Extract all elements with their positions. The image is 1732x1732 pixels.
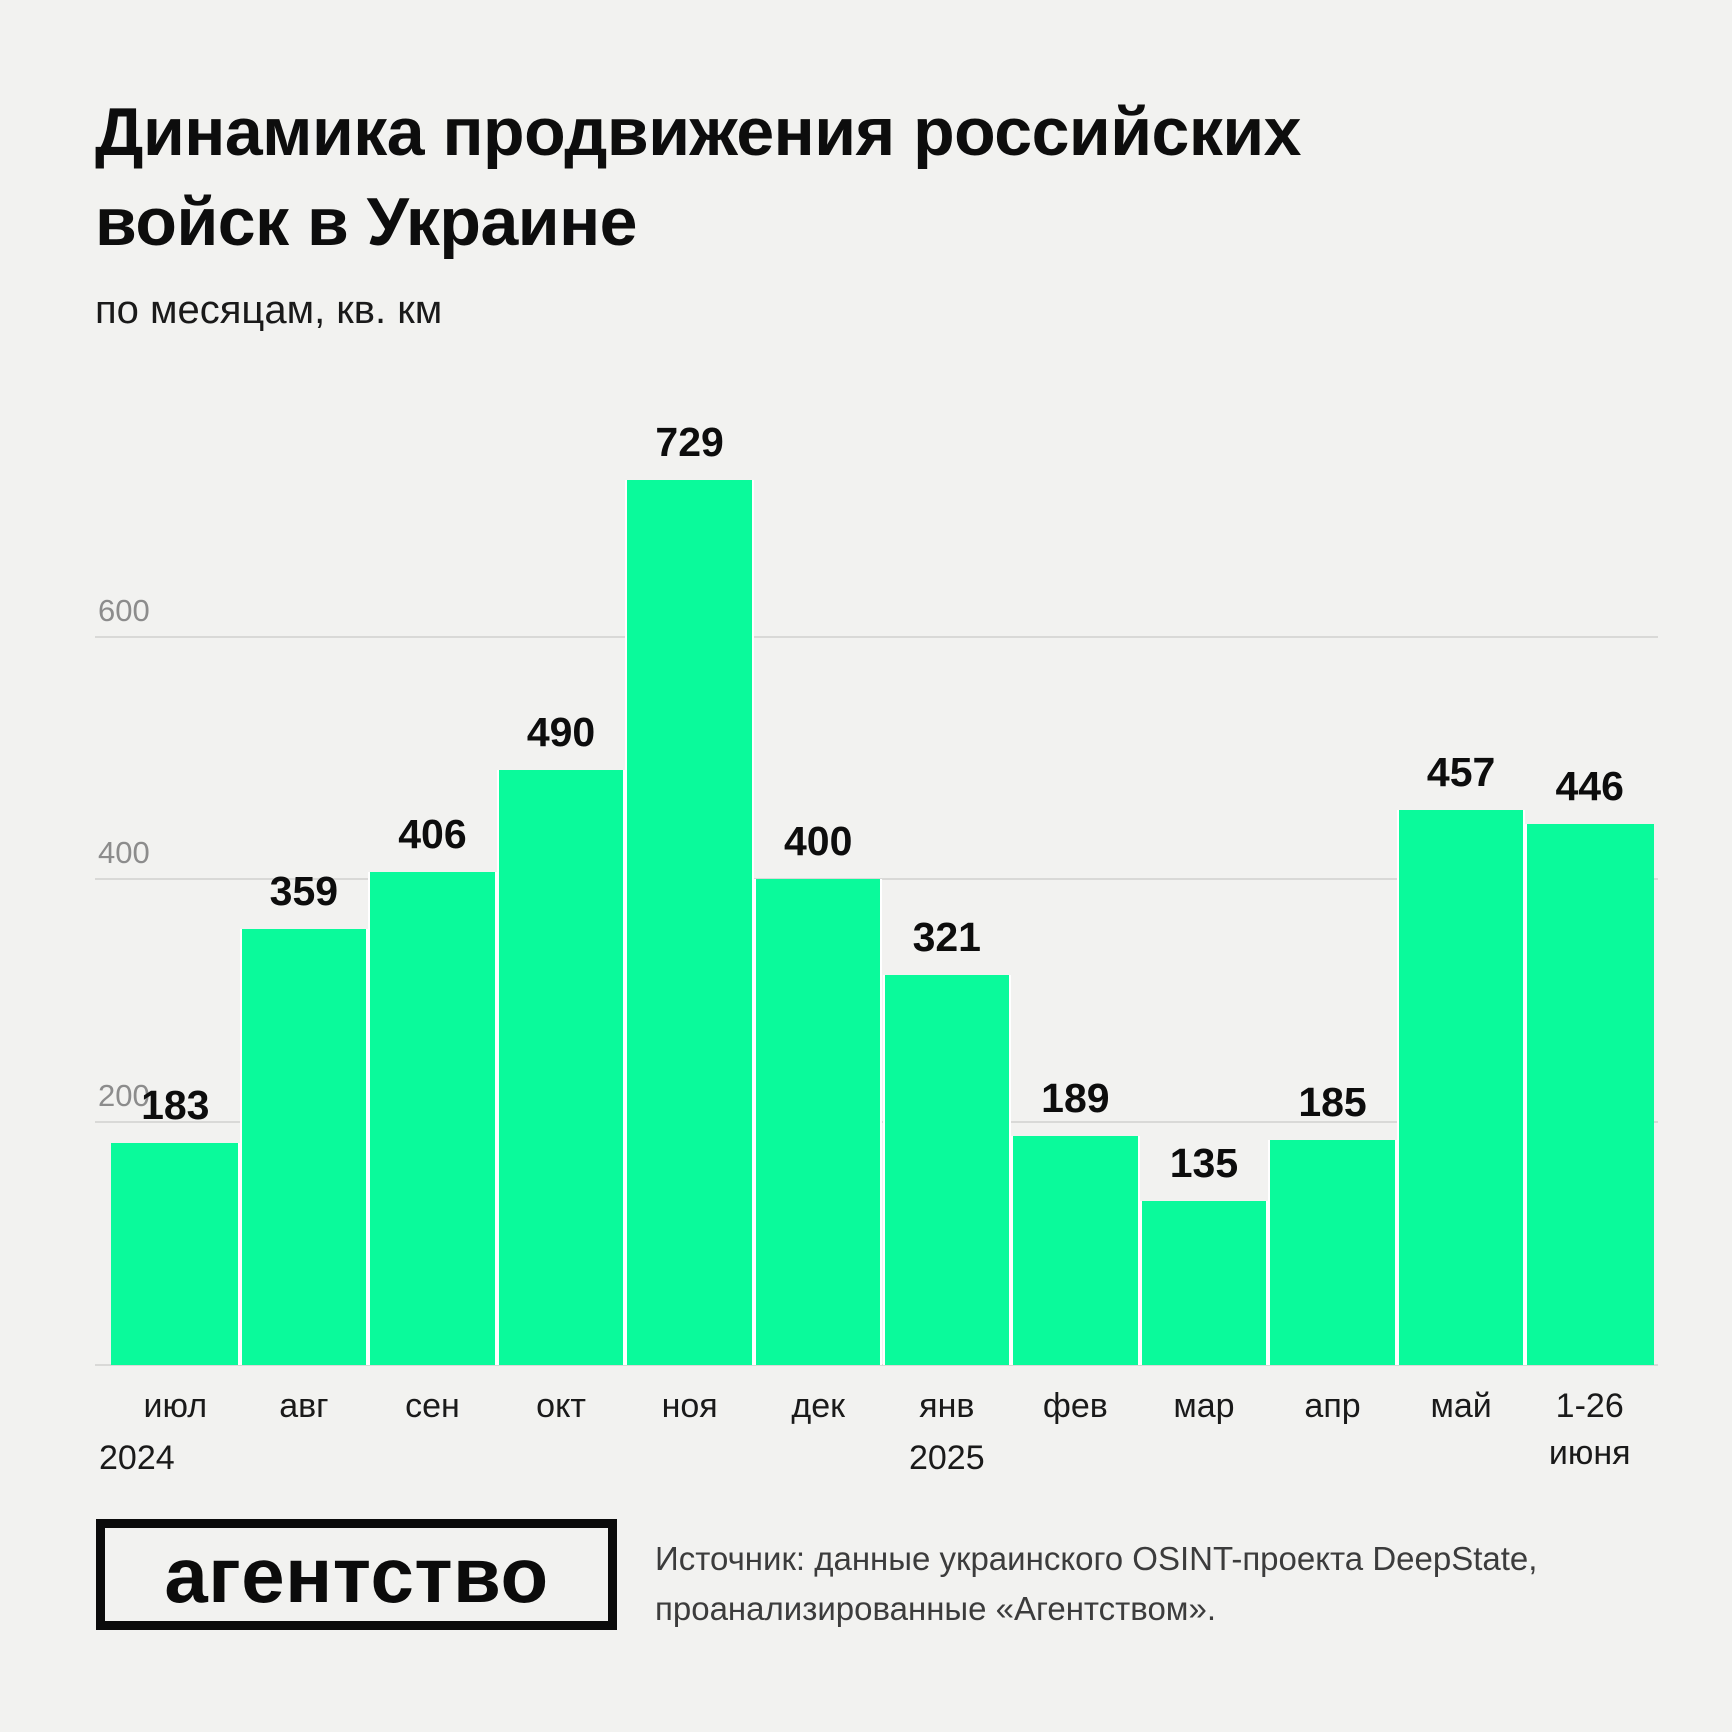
bars-area: 183 июл 359 авг 406 сен 490 окт 729 ноя 400 дек 321 я… [99, 419, 1654, 1477]
chart-subtitle: по месяцам, кв. км [95, 288, 443, 332]
x-axis-label: фев [1042, 1387, 1108, 1425]
bar-апр [1268, 1140, 1397, 1365]
bar-value-label: 446 [1555, 763, 1624, 809]
bar-value-label: 457 [1426, 749, 1496, 795]
bar-авг [239, 929, 369, 1365]
bar-value-label: 406 [398, 811, 467, 857]
bar-chart-plot: 200 400 600 183 июл 359 авг 406 сен 490 окт 729 ноя… [95, 419, 1658, 1477]
bar-янв [882, 975, 1012, 1365]
y-tick-label-200: 200 [98, 1078, 150, 1113]
bar-value-label: 490 [526, 709, 596, 755]
year-label-2025: 2025 [908, 1439, 985, 1477]
logo-text: агентство [164, 1530, 549, 1619]
source-line-2: проанализированные «Агентством». [655, 1590, 1216, 1628]
x-axis-label: янв [919, 1387, 975, 1425]
y-tick-label-600: 600 [98, 593, 150, 628]
x-axis-label: апр [1304, 1387, 1361, 1425]
x-axis-label: авг [279, 1387, 329, 1425]
bar-value-label: 729 [655, 419, 724, 465]
bar-value-label: 359 [269, 868, 339, 914]
x-axis-label: май [1430, 1387, 1492, 1425]
x-axis-label: мар [1173, 1387, 1235, 1425]
x-axis-label: 1-26 июня [1548, 1387, 1631, 1472]
gridline-600 [95, 636, 1658, 638]
x-axis-label: июл [143, 1387, 208, 1425]
x-axis-label: сен [405, 1387, 460, 1425]
x-axis-label: ноя [661, 1387, 718, 1425]
bar-value-label: 400 [783, 818, 853, 864]
gridline-0 [95, 1364, 1658, 1366]
bar-ноя [625, 480, 754, 1365]
bar-июл [111, 1143, 240, 1365]
agentstvo-logo: агентство [96, 1519, 617, 1630]
bar-value-label: 321 [912, 914, 981, 960]
bar-value-label: 185 [1298, 1079, 1367, 1125]
bar-value-label: 189 [1041, 1075, 1110, 1121]
bar-окт [496, 770, 626, 1365]
bar-value-label: 135 [1169, 1140, 1239, 1186]
y-tick-label-400: 400 [98, 835, 150, 870]
x-axis-label: дек [791, 1387, 846, 1425]
bar-сен [368, 872, 497, 1365]
x-axis-label: окт [536, 1387, 586, 1425]
bar-май [1396, 810, 1526, 1365]
source-line-1: Источник: данные украинского OSINT-проек… [655, 1540, 1538, 1577]
bar-1-26 июня [1525, 824, 1654, 1365]
bar-value-label: 183 [141, 1082, 210, 1128]
page-title: Динамика продвижения российских войск в … [95, 94, 1301, 260]
source-note: Источник: данные украинского OSINT-проек… [655, 1534, 1635, 1634]
bar-мар [1139, 1201, 1269, 1365]
bar-дек [753, 879, 883, 1365]
year-label-2024: 2024 [99, 1439, 175, 1477]
bar-фев [1011, 1136, 1140, 1365]
